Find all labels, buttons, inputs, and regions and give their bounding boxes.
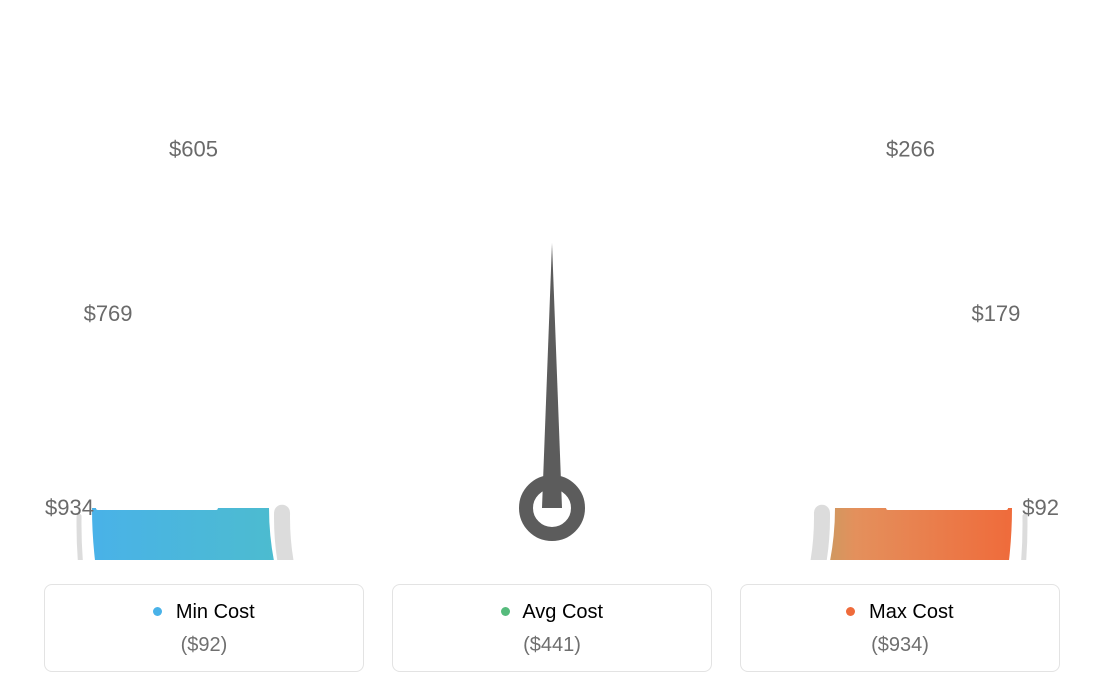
- legend-dot-avg: [501, 607, 510, 616]
- gauge-tick-label: $266: [886, 136, 935, 161]
- legend-dot-min: [153, 607, 162, 616]
- gauge-tick-label: $179: [971, 301, 1020, 326]
- gauge-svg: $92 $179 $266 $441 $605 $769 $934: [0, 0, 1104, 560]
- legend-dot-max: [846, 607, 855, 616]
- gauge-tick-label: $441: [528, 0, 577, 2]
- gauge-tick-label: $605: [169, 136, 218, 161]
- legend-card-max: Max Cost ($934): [740, 584, 1060, 672]
- gauge-chart: $92 $179 $266 $441 $605 $769 $934: [0, 0, 1104, 560]
- legend-label-min: Min Cost: [45, 601, 363, 624]
- legend-label-max-text: Max Cost: [869, 601, 953, 623]
- gauge-tick-label: $769: [84, 301, 133, 326]
- legend-value-min: ($92): [45, 634, 363, 657]
- gauge-tick-label: $934: [45, 495, 94, 520]
- legend-card-avg: Avg Cost ($441): [392, 584, 712, 672]
- legend-card-min: Min Cost ($92): [44, 584, 364, 672]
- legend-value-avg: ($441): [393, 634, 711, 657]
- gauge-tick-label: $92: [1022, 495, 1059, 520]
- legend-label-avg: Avg Cost: [393, 601, 711, 624]
- legend-label-min-text: Min Cost: [176, 601, 255, 623]
- legend-row: Min Cost ($92) Avg Cost ($441) Max Cost …: [0, 584, 1104, 672]
- legend-label-avg-text: Avg Cost: [522, 601, 603, 623]
- legend-value-max: ($934): [741, 634, 1059, 657]
- legend-label-max: Max Cost: [741, 601, 1059, 624]
